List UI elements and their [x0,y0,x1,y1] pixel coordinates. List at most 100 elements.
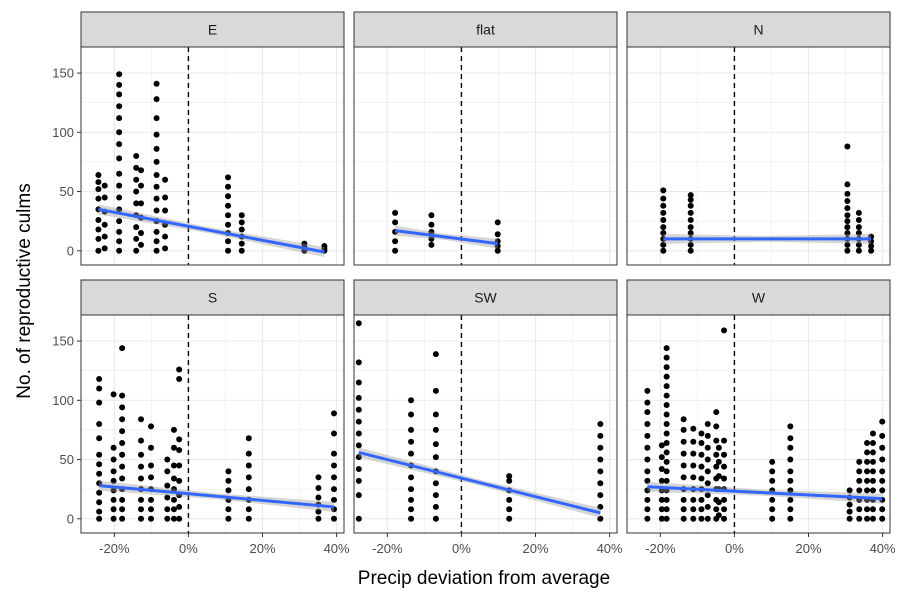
data-point [680,506,687,513]
data-point [644,456,651,463]
data-point [787,496,794,503]
data-point [138,475,145,482]
data-point [506,477,513,484]
data-point [428,221,435,228]
data-point [869,487,876,494]
data-point [787,487,794,494]
data-point [494,247,501,254]
data-point [687,209,694,216]
trend-line [647,485,883,501]
data-point [644,477,651,484]
data-point [687,216,694,223]
data-point [119,475,126,482]
data-point [787,515,794,522]
data-point [164,468,171,475]
facet-panels: E 0 50 100 150 flat N S 0 50 100 150 -20% 0% 20% 40% SW -… [52,11,896,556]
data-point [116,206,123,213]
data-point [355,320,362,327]
data-point [355,454,362,461]
data-point [245,474,252,481]
data-point [315,515,322,522]
data-point [408,450,415,457]
data-point [148,515,155,522]
data-point [844,247,851,254]
data-point [153,228,160,235]
data-point [133,164,140,171]
data-point [164,482,171,489]
facet-panel-s: S 0 50 100 150 -20% 0% 20% 40% [52,279,350,556]
data-point [846,501,853,508]
data-point [721,463,728,470]
data-point [432,480,439,487]
data-point [101,194,108,201]
facet-panel-sw: SW -20% 0% 20% 40% [353,279,623,556]
data-point [170,515,177,522]
x-tick-label: 40% [597,541,623,556]
data-point [704,421,711,427]
data-point [170,496,177,503]
data-point [704,515,711,522]
y-tick-label: 0 [67,243,74,258]
data-point [116,238,123,245]
data-point [663,402,670,409]
data-point [787,506,794,513]
data-point [879,506,886,513]
data-point [698,451,705,458]
data-point [238,219,245,226]
data-point [355,442,362,449]
data-point [868,243,875,250]
data-point [658,477,665,484]
data-point [844,143,851,150]
data-point [704,492,711,499]
data-point [138,167,145,174]
data-point [597,480,604,487]
data-point [660,195,667,202]
data-point [704,480,711,487]
data-point [680,416,687,423]
data-point [153,238,160,245]
plot-panel-border [80,314,345,534]
data-point [856,468,863,475]
data-point [869,468,876,475]
data-point [170,426,177,433]
data-point [687,230,694,237]
data-point [864,468,871,475]
data-point [153,195,160,202]
trend-line [358,450,601,515]
data-point [95,195,102,202]
data-point [116,247,123,254]
data-point [119,451,126,458]
data-point [110,477,117,484]
data-point [721,327,728,334]
data-point [392,219,399,226]
data-point [879,444,886,451]
data-point [769,468,776,475]
data-point [138,182,145,189]
data-point [715,444,722,451]
y-tick-label: 150 [52,334,74,349]
facet-strip [80,279,345,316]
data-point [879,432,886,439]
data-point [408,426,415,433]
data-point [153,247,160,254]
x-tick-label: -20% [99,541,130,556]
data-point [119,404,126,411]
data-point [301,240,308,247]
data-point [644,432,651,439]
data-point [680,426,687,433]
data-point [96,461,103,468]
data-point [95,226,102,233]
trend-line [98,207,325,254]
data-point [846,487,853,494]
data-point [245,450,252,457]
data-point [869,506,876,513]
data-point [96,421,103,427]
data-point [869,430,876,437]
data-point [769,458,776,465]
facet-strip-label: SW [474,290,497,306]
data-point [95,179,102,186]
data-point [225,202,232,209]
data-point [96,489,103,496]
data-point [680,496,687,503]
